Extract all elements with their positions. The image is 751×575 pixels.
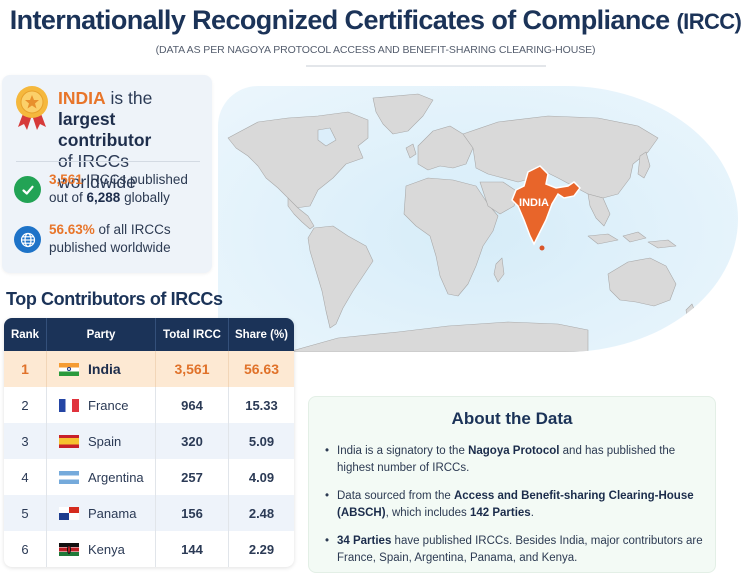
about-list: India is a signatory to the Nagoya Proto…	[325, 443, 707, 575]
share-cell: 4.09	[248, 469, 275, 485]
india-highlight: INDIA	[511, 165, 581, 251]
share-cell: 2.48	[248, 505, 275, 521]
argentina-flag-icon	[59, 470, 79, 484]
stat-global-label: globally	[120, 190, 170, 205]
medal-icon	[16, 86, 48, 130]
rank-cell: 5	[4, 495, 47, 531]
share-cell: 2.29	[248, 541, 275, 557]
rank-cell: 3	[4, 423, 47, 459]
table-row[interactable]: 5 Panama 156 2.48	[4, 495, 294, 531]
share-cell: 15.33	[245, 397, 278, 413]
rank-cell: 6	[4, 531, 47, 567]
col-share[interactable]: Share (%)	[234, 328, 289, 341]
page-title: Internationally Recognized Certificates …	[0, 5, 751, 36]
india-highlight-card: INDIA is the largest contributor of IRCC…	[2, 75, 212, 273]
col-party[interactable]: Party	[47, 318, 156, 351]
table-header: Rank Party Total IRCC Share (%)	[4, 318, 294, 351]
about-text: , which includes	[385, 507, 470, 519]
total-cell: 320	[156, 423, 229, 459]
contributors-table: Rank Party Total IRCC Share (%) 1 India …	[4, 318, 294, 567]
about-bold: 34 Parties	[337, 535, 392, 547]
india-flag-icon	[59, 362, 79, 376]
highlight-line1: is the	[105, 88, 153, 108]
about-text: India is a signatory to the	[337, 445, 469, 457]
stat-total-label: IRCCs published out of	[49, 172, 188, 205]
party-name: Argentina	[88, 469, 144, 485]
col-rank[interactable]: Rank	[4, 318, 47, 351]
about-text: and has published the highest number of …	[337, 445, 676, 474]
page-title-abbr: (IRCC)	[676, 9, 742, 34]
about-item: India is a signatory to the Nagoya Proto…	[325, 443, 707, 477]
rank-cell: 2	[4, 387, 47, 423]
highlight-headline: INDIA is the largest contributor of IRCC…	[58, 88, 208, 193]
rank-cell: 1	[4, 351, 47, 387]
about-item: Data sourced from the Access and Benefit…	[325, 488, 707, 522]
about-text: .	[530, 507, 534, 519]
party-cell: Spain	[47, 423, 156, 459]
check-icon	[14, 176, 41, 203]
table-row[interactable]: 1 India 3,561 56.63	[4, 351, 294, 387]
total-cell: 3,561	[156, 351, 229, 387]
stat-share-text: 56.63% of all IRCCs published worldwide	[49, 221, 204, 257]
rank-cell: 4	[4, 459, 47, 495]
total-cell: 257	[156, 459, 229, 495]
party-name: Panama	[88, 505, 137, 521]
share-cell: 5.09	[248, 433, 275, 449]
about-data-card: About the Data India is a signatory to t…	[308, 396, 716, 573]
svg-text:INDIA: INDIA	[519, 197, 549, 209]
table-title: Top Contributors of IRCCs	[6, 289, 223, 309]
about-bold: Nagoya Protocol	[468, 445, 560, 457]
party-cell: Kenya	[47, 531, 156, 567]
page-subtitle: (DATA AS PER NAGOYA PROTOCOL ACCESS AND …	[155, 44, 596, 56]
party-cell: India	[47, 351, 156, 387]
france-flag-icon	[59, 398, 79, 412]
party-name: Spain	[88, 433, 122, 449]
table-row[interactable]: 2 France 964 15.33	[4, 387, 294, 423]
party-name: India	[88, 361, 121, 377]
highlight-line2: largest contributor	[58, 109, 152, 150]
party-cell: Panama	[47, 495, 156, 531]
about-bold: Access and Benefit-sharing Clearing-Hous…	[337, 490, 694, 519]
col-total[interactable]: Total IRCC	[156, 318, 229, 351]
party-cell: Argentina	[47, 459, 156, 495]
stat-total-value: 3,561	[49, 172, 83, 187]
about-text: Data sourced from the	[337, 490, 454, 502]
about-title: About the Data	[451, 409, 573, 428]
stat-global-value: 6,288	[86, 190, 121, 205]
highlight-country: INDIA	[58, 88, 106, 108]
about-bold: 142 Parties	[469, 507, 531, 519]
panama-flag-icon	[59, 506, 79, 520]
globe-icon	[14, 226, 41, 253]
kenya-flag-icon	[59, 542, 79, 556]
table-row[interactable]: 4 Argentina 257 4.09	[4, 459, 294, 495]
page-title-text: Internationally Recognized Certificates …	[9, 5, 670, 35]
subtitle-divider	[306, 65, 546, 67]
stat-share: 56.63% of all IRCCs published worldwide	[14, 221, 204, 257]
total-cell: 144	[156, 531, 229, 567]
spain-flag-icon	[59, 434, 79, 448]
stat-total-text: 3,561 IRCCs published out of 6,288 globa…	[49, 171, 204, 207]
highlight-divider	[16, 161, 200, 162]
party-name: France	[88, 397, 129, 413]
party-cell: France	[47, 387, 156, 423]
stat-share-value: 56.63%	[49, 222, 95, 237]
total-cell: 156	[156, 495, 229, 531]
share-cell: 56.63	[243, 361, 280, 377]
stat-total-ircc: 3,561 IRCCs published out of 6,288 globa…	[14, 171, 204, 207]
world-map-graphic: INDIA	[227, 93, 697, 352]
about-text: have published IRCCs. Besides India, maj…	[337, 535, 703, 564]
about-item: 34 Parties have published IRCCs. Besides…	[325, 533, 707, 567]
party-name: Kenya	[88, 541, 125, 557]
table-row[interactable]: 3 Spain 320 5.09	[4, 423, 294, 459]
world-map: INDIA	[218, 86, 738, 352]
total-cell: 964	[156, 387, 229, 423]
table-row[interactable]: 6 Kenya 144 2.29	[4, 531, 294, 567]
stat-share-label: of all IRCCs published worldwide	[49, 222, 171, 255]
